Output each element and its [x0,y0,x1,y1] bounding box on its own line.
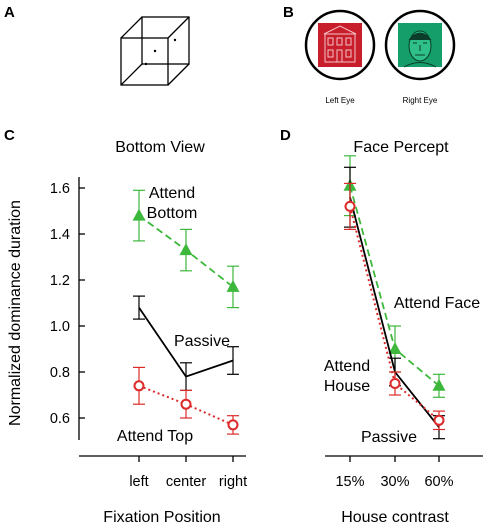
chart-c-series [132,189,240,435]
chart-c-y-ticks: 1.6 1.4 1.2 1.0 0.8 0.6 [50,181,85,427]
data-point [344,200,356,212]
face-image-icon [403,30,437,68]
data-point [179,243,193,256]
data-point [227,419,239,431]
left-eye-stimulus [304,9,376,81]
y-tick-label: 0.8 [50,365,70,381]
series-attend-top [133,366,239,435]
fixation-dot-left [144,62,148,66]
data-point [226,279,240,292]
y-tick-label: 0.6 [50,411,70,427]
chart-c-x-ticks: left center right [129,456,247,490]
x-tick-label: 30% [380,474,409,490]
series-attend-house [344,182,445,431]
x-tick-label: 60% [424,474,453,490]
x-tick-label: right [219,474,247,490]
data-point [133,380,145,392]
data-point [432,378,446,391]
label-attend-top: Attend Top [117,428,193,445]
panel-d-letter: D [280,127,291,144]
chart-d-xlabel: House contrast [341,509,449,526]
label-passive-c: Passive [174,333,230,350]
chart-d-title: Face Percept [353,139,449,156]
data-point [388,342,402,354]
x-tick-label: center [166,474,206,490]
label-attend-bottom-line1: Attend [149,185,195,202]
data-point [389,378,401,389]
panel-a-letter: A [4,4,15,21]
right-eye-stimulus [384,9,456,81]
panel-c-letter: C [4,127,15,144]
data-point [433,414,445,426]
chart-c-ylabel: Normalized dominance duration [7,200,24,426]
data-point [180,398,192,410]
series-line [349,206,440,422]
y-tick-label: 1.0 [50,319,70,335]
chart-d-series [343,155,446,440]
label-attend-face: Attend Face [394,295,480,312]
y-tick-label: 1.2 [50,273,70,289]
left-eye-label: Left Eye [325,96,355,105]
chart-c-title: Bottom View [115,139,205,156]
house-image-icon [323,25,357,63]
chart-c-xlabel: Fixation Position [103,509,220,526]
x-tick-label: left [129,474,148,490]
x-tick-label: 15% [335,474,364,490]
chart-d-x-ticks: 15% 30% 60% [335,456,454,490]
data-point [132,208,146,221]
fixation-dot-center [153,49,157,53]
panel-b-letter: B [283,4,294,21]
label-passive-d: Passive [361,429,417,446]
label-attend-house-line1: Attend [324,358,370,375]
fixation-dot-right [173,38,177,42]
label-attend-bottom-line2: Bottom [147,205,198,222]
series-attend-bottom [132,189,240,309]
y-tick-label: 1.4 [50,227,70,243]
series-passive [133,295,239,391]
label-attend-house-line2: House [324,378,370,395]
right-eye-label: Right Eye [403,96,438,105]
necker-cube [120,16,190,86]
y-tick-label: 1.6 [50,181,70,197]
